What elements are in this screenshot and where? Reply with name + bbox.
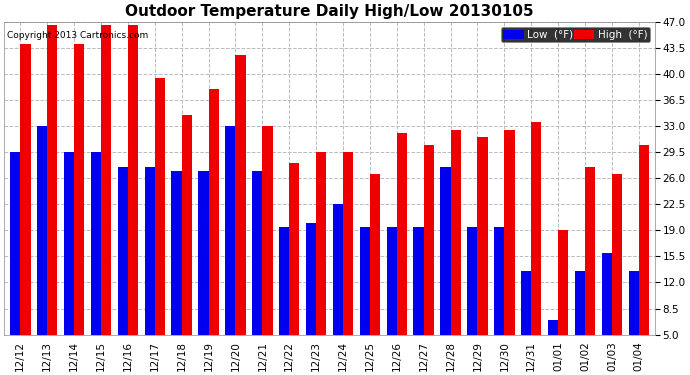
Bar bbox=[47, 26, 57, 372]
Bar bbox=[279, 226, 289, 372]
Bar bbox=[370, 174, 380, 372]
Bar bbox=[128, 26, 138, 372]
Bar bbox=[144, 167, 155, 372]
Bar bbox=[343, 152, 353, 372]
Title: Outdoor Temperature Daily High/Low 20130105: Outdoor Temperature Daily High/Low 20130… bbox=[126, 4, 534, 19]
Legend: Low  (°F), High  (°F): Low (°F), High (°F) bbox=[501, 27, 650, 42]
Bar bbox=[558, 230, 569, 372]
Bar bbox=[451, 130, 461, 372]
Bar bbox=[64, 152, 74, 372]
Bar bbox=[521, 271, 531, 372]
Bar bbox=[333, 204, 343, 372]
Bar bbox=[37, 126, 47, 372]
Bar bbox=[494, 226, 504, 372]
Bar bbox=[602, 253, 612, 372]
Bar bbox=[386, 226, 397, 372]
Bar bbox=[155, 78, 165, 372]
Bar bbox=[171, 171, 181, 372]
Bar bbox=[629, 271, 639, 372]
Bar bbox=[359, 226, 370, 372]
Bar bbox=[575, 271, 585, 372]
Bar bbox=[289, 163, 299, 372]
Bar bbox=[306, 223, 316, 372]
Bar bbox=[477, 137, 488, 372]
Bar bbox=[531, 122, 542, 372]
Bar bbox=[548, 320, 558, 372]
Bar bbox=[504, 130, 515, 372]
Bar bbox=[262, 126, 273, 372]
Bar bbox=[413, 226, 424, 372]
Bar bbox=[101, 26, 111, 372]
Bar bbox=[235, 55, 246, 372]
Bar bbox=[612, 174, 622, 372]
Bar bbox=[91, 152, 101, 372]
Bar bbox=[118, 167, 128, 372]
Bar bbox=[74, 44, 84, 372]
Bar bbox=[20, 44, 30, 372]
Text: Copyright 2013 Cartronics.com: Copyright 2013 Cartronics.com bbox=[8, 31, 148, 40]
Bar bbox=[440, 167, 451, 372]
Bar bbox=[316, 152, 326, 372]
Bar bbox=[424, 145, 434, 372]
Bar bbox=[10, 152, 20, 372]
Bar bbox=[181, 115, 192, 372]
Bar bbox=[198, 171, 208, 372]
Bar bbox=[208, 89, 219, 372]
Bar bbox=[397, 134, 407, 372]
Bar bbox=[225, 126, 235, 372]
Bar bbox=[467, 226, 477, 372]
Bar bbox=[639, 145, 649, 372]
Bar bbox=[252, 171, 262, 372]
Bar bbox=[585, 167, 595, 372]
